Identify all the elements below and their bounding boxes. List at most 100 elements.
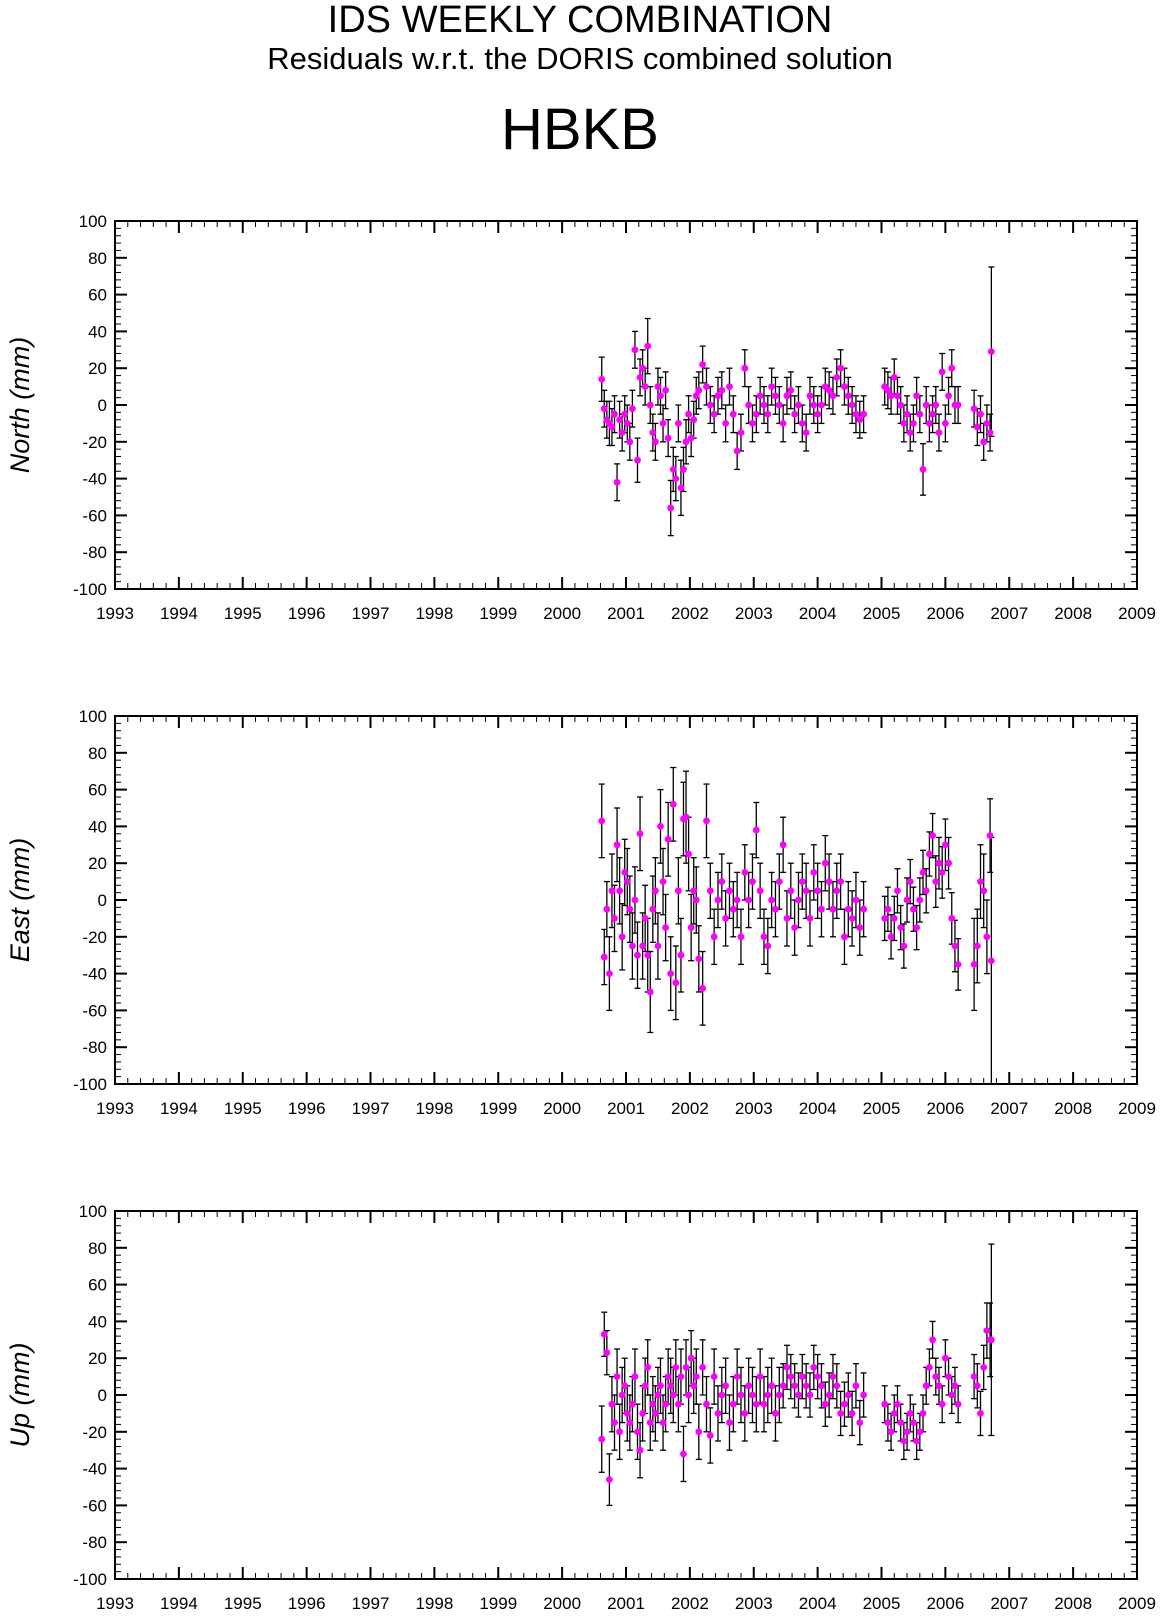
data-point: [598, 375, 606, 383]
data-point: [737, 1391, 745, 1399]
data-point: [860, 410, 868, 418]
data-point: [662, 1400, 670, 1408]
data-point: [881, 1400, 889, 1408]
data-point: [903, 896, 911, 904]
data-point: [598, 1435, 606, 1443]
data-point: [682, 813, 690, 821]
data-point: [906, 1410, 914, 1417]
data-point: [664, 434, 672, 442]
data-point: [951, 942, 959, 950]
data-point: [983, 420, 991, 427]
data-point: [626, 905, 634, 913]
data-point: [623, 878, 631, 885]
data-point: [900, 1437, 908, 1445]
x-tick-label: 1999: [479, 604, 517, 623]
data-point: [600, 405, 608, 413]
data-point: [821, 859, 829, 867]
data-point: [977, 410, 984, 418]
data-point: [664, 1373, 672, 1380]
data-point: [983, 933, 991, 941]
data-point: [760, 933, 768, 941]
data-point: [657, 823, 664, 830]
data-point: [608, 1400, 616, 1408]
data-point: [775, 1391, 783, 1399]
data-point: [948, 915, 956, 922]
y-tick-label: 100: [79, 707, 107, 726]
x-tick-label: 2004: [799, 1594, 837, 1613]
data-point: [825, 1391, 833, 1399]
data-point: [983, 1327, 991, 1334]
x-tick-label: 2001: [607, 1099, 645, 1118]
x-tick-label: 2003: [735, 604, 773, 623]
data-point: [791, 410, 799, 418]
data-point: [860, 1391, 868, 1399]
data-point: [621, 410, 629, 418]
data-point: [651, 1410, 659, 1417]
data-point: [932, 1373, 940, 1380]
data-point: [922, 1382, 930, 1390]
x-tick-label: 2008: [1054, 1099, 1092, 1118]
data-point: [706, 887, 714, 895]
x-tick-label: 2005: [863, 1099, 901, 1118]
data-point: [825, 878, 833, 885]
data-point: [848, 401, 856, 409]
data-point: [649, 429, 657, 436]
data-point: [829, 905, 837, 913]
data-point: [682, 1364, 690, 1371]
chart-main-title: IDS WEEKLY COMBINATION: [327, 0, 833, 41]
data-point: [651, 438, 659, 446]
x-tick-label: 2009: [1118, 604, 1156, 623]
data-point: [674, 887, 682, 895]
y-tick-label: 80: [88, 249, 107, 268]
data-point: [618, 933, 626, 941]
x-tick-label: 2002: [671, 1099, 709, 1118]
data-point: [837, 364, 845, 372]
x-tick-label: 2002: [671, 604, 709, 623]
x-tick-label: 2008: [1054, 1594, 1092, 1613]
data-point: [600, 1330, 608, 1338]
data-point: [929, 410, 936, 418]
data-point: [814, 1373, 822, 1380]
data-point: [752, 1400, 760, 1408]
data-point: [662, 386, 670, 394]
data-point: [954, 401, 962, 409]
data-point: [903, 410, 911, 418]
data-point: [737, 933, 745, 941]
data-point: [654, 383, 662, 390]
data-point: [613, 478, 621, 486]
data-point: [733, 896, 741, 904]
data-point: [616, 1428, 624, 1436]
data-point: [795, 896, 802, 904]
data-point: [672, 475, 680, 482]
data-point: [667, 1382, 675, 1390]
data-point: [948, 364, 956, 372]
data-point: [687, 924, 695, 931]
data-point: [690, 1382, 698, 1390]
y-axis-label: Up (mm): [5, 1343, 35, 1448]
data-point: [900, 420, 908, 427]
x-tick-label: 1999: [479, 1594, 517, 1613]
data-point: [672, 979, 680, 987]
data-point: [795, 401, 802, 409]
data-point: [980, 887, 988, 895]
data-point: [677, 484, 685, 492]
data-point: [783, 392, 791, 400]
data-point: [897, 401, 905, 409]
data-point: [680, 466, 687, 473]
data-point: [987, 348, 995, 356]
x-tick-label: 1993: [96, 1099, 134, 1118]
data-point: [802, 887, 810, 895]
data-point: [729, 905, 737, 913]
data-point: [667, 504, 675, 512]
data-point: [887, 1428, 895, 1436]
data-point: [699, 361, 707, 368]
x-tick-label: 2007: [990, 1099, 1028, 1118]
data-point: [649, 905, 657, 913]
data-point: [772, 1410, 779, 1417]
data-point: [618, 429, 626, 436]
data-point: [692, 392, 700, 400]
data-point: [768, 896, 776, 904]
data-points: [598, 266, 995, 537]
data-point: [733, 1373, 741, 1380]
data-point: [659, 1419, 667, 1426]
